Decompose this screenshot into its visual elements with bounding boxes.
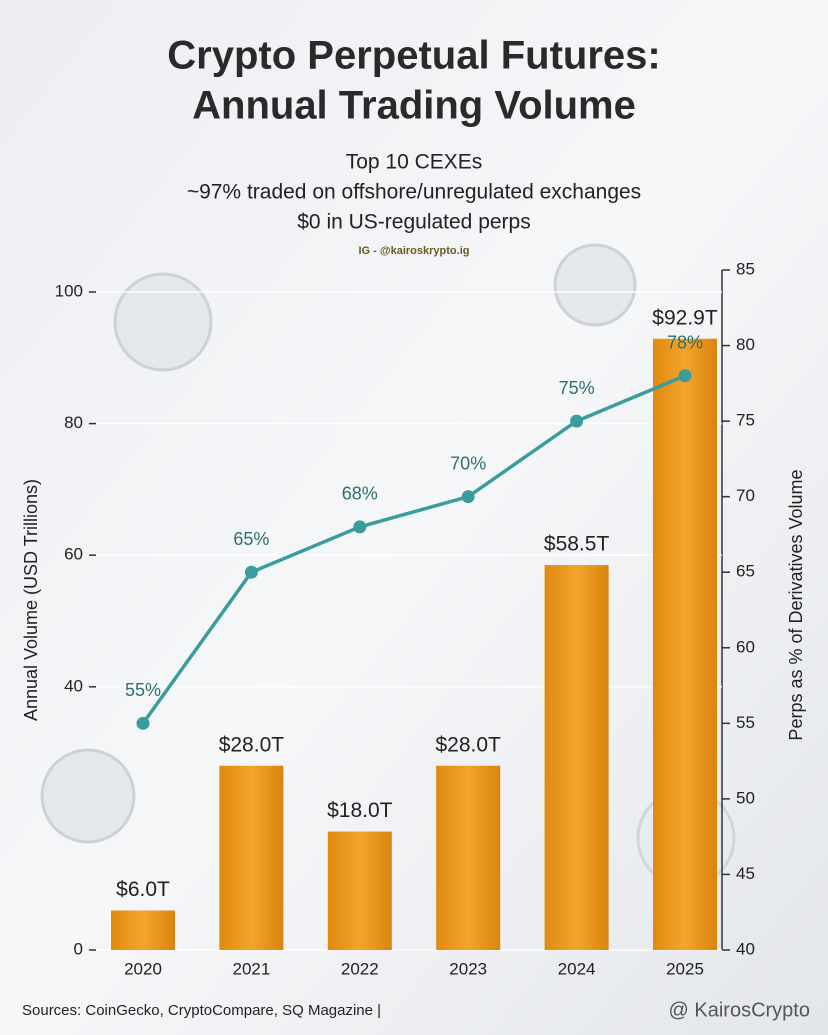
y2-tick-label: 45 — [736, 864, 755, 883]
y-tick-label: 80 — [64, 413, 83, 432]
line-point — [678, 369, 692, 383]
x-tick-label: 2025 — [666, 959, 704, 978]
chart-title: Crypto Perpetual Futures: — [167, 34, 660, 78]
bar — [327, 831, 392, 950]
line-point — [570, 414, 584, 428]
line-point — [244, 565, 258, 579]
line — [141, 374, 686, 725]
x-tick-label: 2024 — [558, 959, 596, 978]
y2-tick-label: 75 — [736, 411, 755, 430]
bar-value-label: $28.0T — [219, 733, 285, 756]
y2-tick-label: 70 — [736, 486, 755, 505]
bar — [544, 565, 609, 950]
bar — [219, 765, 284, 950]
y2-tick-label: 85 — [736, 259, 755, 278]
bar — [436, 765, 501, 950]
subtitle: Top 10 CEXEs — [346, 151, 483, 174]
bar-value-label: $28.0T — [436, 733, 502, 756]
bar — [111, 910, 175, 950]
y2-tick-label: 65 — [736, 562, 755, 581]
line-value-label: 70% — [450, 453, 486, 473]
y-tick-label: 100 — [55, 281, 83, 300]
y-axis-label: Annual Volume (USD Trillions) — [21, 479, 41, 721]
watermark: IG - @kairoskrypto.ig — [359, 245, 470, 257]
y2-tick-label: 40 — [736, 939, 755, 958]
y2-tick-label: 60 — [736, 637, 755, 656]
sources: Sources: CoinGecko, CryptoCompare, SQ Ma… — [22, 1002, 381, 1019]
bar-value-label: $6.0T — [116, 878, 170, 901]
line-value-label: 75% — [559, 378, 595, 398]
y2-tick-label: 50 — [736, 788, 755, 807]
y-tick-label: 40 — [64, 676, 83, 695]
coin-icon — [113, 272, 213, 372]
x-tick-label: 2022 — [341, 959, 379, 978]
subtitle: ~97% traded on offshore/unregulated exch… — [187, 181, 641, 204]
line-point — [461, 490, 475, 504]
y2-tick-label: 55 — [736, 713, 755, 732]
coin-icon — [553, 243, 637, 327]
y2-tick-label: 80 — [736, 335, 755, 354]
bar-value-label: $18.0T — [327, 799, 393, 822]
plot: 0 40 60 80 100 40 45 50 55 60 65 70 75 80 85 2020 2021 20… — [55, 259, 755, 978]
bar-value-label: $92.9T — [652, 306, 718, 329]
coin-icon — [40, 748, 136, 844]
x-tick-label: 2023 — [449, 959, 487, 978]
y-tick-label: 60 — [64, 545, 83, 564]
line-value-label: 55% — [125, 680, 161, 700]
line-value-label: 68% — [342, 484, 378, 504]
line-value-label: 78% — [667, 333, 703, 353]
line-point — [136, 716, 150, 730]
bar-value-label: $58.5T — [544, 533, 610, 556]
x-tick-label: 2020 — [124, 959, 162, 978]
chart-title: Annual Trading Volume — [192, 84, 636, 128]
line-value-label: 65% — [233, 529, 269, 549]
y-tick-label: 0 — [74, 939, 83, 958]
bar — [653, 338, 717, 950]
subtitle: $0 in US-regulated perps — [297, 211, 530, 234]
brand: @ KairosCrypto — [669, 999, 810, 1021]
line-point — [353, 520, 367, 534]
y2-axis-label: Perps as % of Derivatives Volume — [786, 469, 806, 740]
x-tick-label: 2021 — [232, 959, 270, 978]
